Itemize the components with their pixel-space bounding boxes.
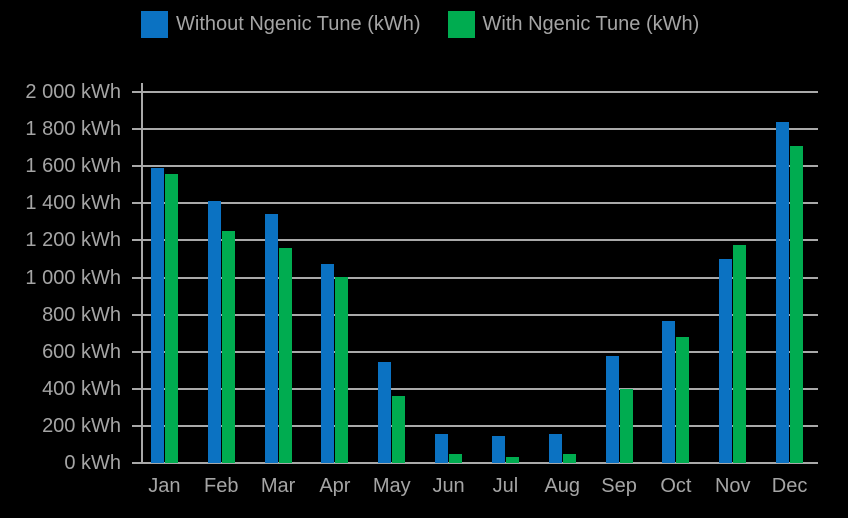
bar-group-feb (193, 92, 250, 463)
x-axis-label-aug: Aug (544, 475, 581, 497)
bar-apr-with-tune (335, 277, 349, 463)
x-axis-label-feb: Feb (204, 475, 239, 497)
y-axis-label-1800: 1 800 kWh (25, 118, 121, 141)
x-axis-label-dec: Dec (771, 475, 808, 497)
bar-jun-without-tune (435, 434, 449, 463)
bar-dec-with-tune (790, 146, 804, 463)
y-axis-label-1400: 1 400 kWh (25, 192, 121, 215)
y-axis-label-800: 800 kWh (42, 303, 121, 326)
bar-nov-without-tune (719, 259, 733, 463)
x-axis-label-mar: Mar (260, 475, 296, 497)
y-axis-label-400: 400 kWh (42, 377, 121, 400)
gridline-1200 (132, 239, 818, 242)
x-axis-label-may: May (372, 475, 411, 497)
bar-group-aug (534, 92, 591, 463)
y-axis-label-0: 0 kWh (64, 452, 121, 474)
bar-jan-without-tune (150, 168, 164, 463)
x-axis-label-jan: Jan (148, 475, 181, 497)
bar-group-may (363, 92, 420, 463)
y-axis-label-1200: 1 200 kWh (25, 229, 121, 252)
bar-group-jun (420, 92, 477, 463)
bar-group-apr (307, 92, 364, 463)
y-axis-label-2000: 2 000 kWh (25, 81, 121, 103)
y-axis-label-1600: 1 600 kWh (25, 155, 121, 178)
gridline-200 (132, 424, 818, 427)
legend-label-without-ngenic-tune: Without Ngenic Tune (kWh) (176, 13, 421, 35)
gridline-1000 (132, 276, 818, 279)
legend-swatch-blue-icon (141, 11, 168, 38)
bar-group-oct (648, 92, 705, 463)
bar-nov-with-tune (733, 245, 747, 463)
bar-feb-with-tune (221, 231, 235, 463)
bar-mar-without-tune (264, 214, 278, 463)
x-axis-label-jun: Jun (432, 475, 465, 497)
bar-group-nov (704, 92, 761, 463)
bar-group-jul (477, 92, 534, 463)
bar-feb-without-tune (207, 201, 221, 463)
x-axis-label-nov: Nov (714, 475, 751, 497)
bar-oct-with-tune (676, 337, 690, 463)
bar-jul-without-tune (491, 436, 505, 463)
gridline-400 (132, 387, 818, 390)
legend-swatch-green-icon (447, 11, 475, 38)
bar-may-with-tune (392, 396, 406, 463)
gridline-2000 (132, 91, 818, 93)
y-axis-label-600: 600 kWh (42, 340, 121, 363)
gridline-1800 (132, 128, 818, 131)
legend: Without Ngenic Tune (kWh) With Ngenic Tu… (141, 11, 699, 38)
y-axis-label-200: 200 kWh (42, 414, 121, 437)
bar-jul-with-tune (505, 457, 519, 463)
y-axis-line (141, 83, 143, 464)
bar-aug-with-tune (562, 454, 576, 463)
gridline-1400 (132, 202, 818, 205)
bar-oct-without-tune (662, 321, 676, 463)
gridline-800 (132, 313, 818, 316)
bar-group-mar (250, 92, 307, 463)
y-axis-label-1000: 1 000 kWh (25, 266, 121, 289)
legend-item-without-ngenic-tune: Without Ngenic Tune (kWh) (141, 11, 421, 38)
gridline-600 (132, 350, 818, 353)
gridline-1600 (132, 165, 818, 168)
bar-apr-without-tune (321, 264, 335, 463)
x-axis-label-sep: Sep (601, 475, 637, 497)
x-axis-label-jul: Jul (492, 475, 519, 497)
bar-mar-with-tune (278, 248, 292, 463)
bar-group-dec (761, 92, 818, 463)
bar-jun-with-tune (449, 454, 463, 463)
x-axis-label-oct: Oct (660, 475, 692, 497)
gridline-0 (132, 462, 818, 464)
legend-item-with-ngenic-tune: With Ngenic Tune (kWh) (447, 11, 700, 38)
x-axis-label-apr: Apr (319, 475, 351, 497)
legend-label-with-ngenic-tune: With Ngenic Tune (kWh) (482, 13, 700, 35)
bar-may-without-tune (378, 362, 392, 463)
bar-jan-with-tune (164, 174, 178, 463)
bar-dec-without-tune (776, 122, 790, 463)
bar-group-jan (136, 92, 193, 463)
bar-sep-without-tune (605, 356, 619, 463)
bar-group-sep (591, 92, 648, 463)
bar-aug-without-tune (548, 434, 562, 463)
bar-sep-with-tune (619, 389, 633, 463)
